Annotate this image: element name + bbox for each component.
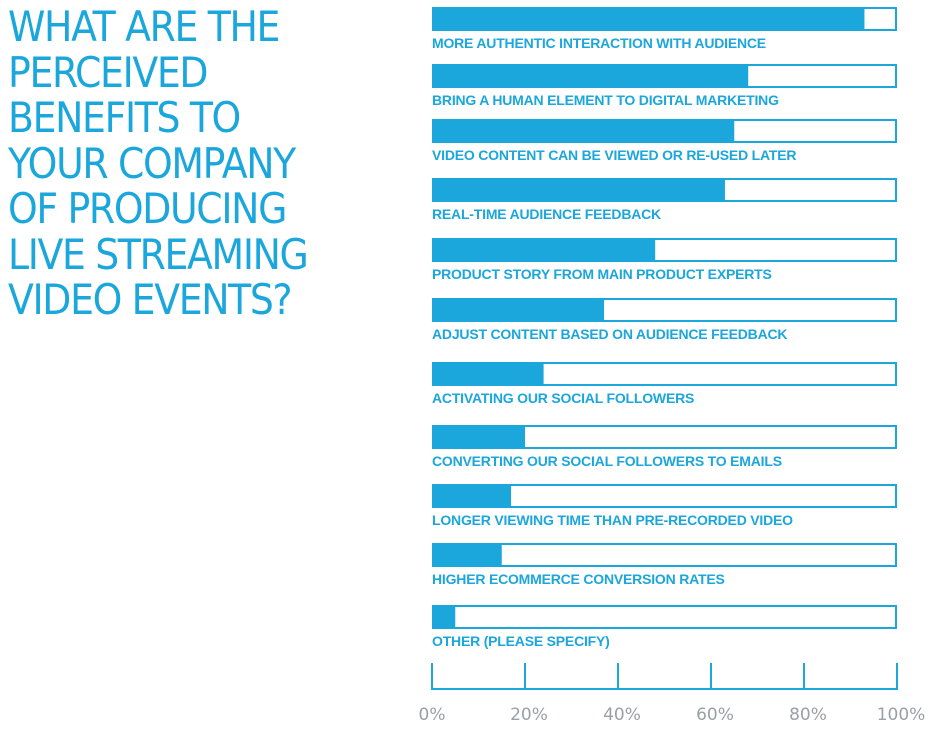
x-tick-label: 60% — [696, 705, 734, 725]
bar-track — [432, 543, 897, 567]
chart-title-line: WHAT ARE THE — [8, 2, 280, 51]
bar-label: CONVERTING OUR SOCIAL FOLLOWERS TO EMAIL… — [432, 453, 782, 469]
chart-title-line: PERCEIVED — [8, 47, 209, 97]
bar-label: OTHER (PLEASE SPECIFY) — [432, 633, 610, 649]
bar-label: MORE AUTHENTIC INTERACTION WITH AUDIENCE — [432, 35, 766, 51]
chart-title-line: BENEFITS TO — [8, 93, 241, 142]
bar — [432, 238, 656, 262]
chart-title-line: LIVE STREAMING — [8, 229, 309, 279]
bar-track — [432, 605, 897, 629]
bar-label: REAL-TIME AUDIENCE FEEDBACK — [432, 206, 661, 222]
bar — [432, 7, 865, 31]
bar — [432, 64, 749, 88]
chart-title-line: YOUR COMPANY — [8, 138, 296, 188]
bar-label: PRODUCT STORY FROM MAIN PRODUCT EXPERTS — [432, 266, 772, 282]
chart-title-line: OF PRODUCING — [8, 184, 287, 233]
bar-label: VIDEO CONTENT CAN BE VIEWED OR RE-USED L… — [432, 147, 796, 163]
bar — [432, 362, 544, 386]
bar-label: LONGER VIEWING TIME THAN PRE-RECORDED VI… — [432, 512, 793, 528]
x-tick-label: 80% — [789, 705, 827, 725]
x-tick-label: 40% — [603, 705, 641, 725]
bar-label: ADJUST CONTENT BASED ON AUDIENCE FEEDBAC… — [432, 326, 787, 342]
bar — [432, 178, 725, 202]
bar-label: HIGHER ECOMMERCE CONVERSION RATES — [432, 571, 725, 587]
x-tick-label: 0% — [419, 705, 446, 725]
bar — [432, 425, 525, 449]
bar-label: ACTIVATING OUR SOCIAL FOLLOWERS — [432, 390, 694, 406]
chart-title-line: VIDEO EVENTS? — [8, 275, 293, 324]
bar-label: BRING A HUMAN ELEMENT TO DIGITAL MARKETI… — [432, 92, 779, 108]
bar — [432, 119, 735, 143]
bar — [432, 543, 502, 567]
x-tick-label: 20% — [510, 705, 548, 725]
bar — [432, 298, 605, 322]
chart-title: WHAT ARE THE PERCEIVED BENEFITS TO YOUR … — [8, 4, 368, 323]
bar — [432, 484, 512, 508]
x-tick-label: 100% — [877, 705, 926, 725]
bar — [432, 605, 456, 629]
